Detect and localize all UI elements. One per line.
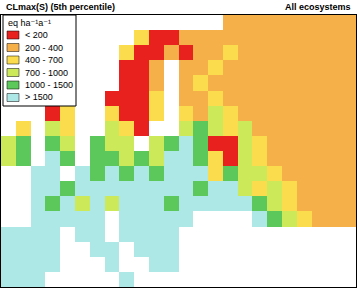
svg-text:CLmax(S) (5th percentile): CLmax(S) (5th percentile) xyxy=(6,2,115,12)
svg-text:700 - 1000: 700 - 1000 xyxy=(25,68,68,78)
svg-text:> 1500: > 1500 xyxy=(25,92,53,102)
svg-text:All ecosystems: All ecosystems xyxy=(285,2,351,12)
svg-text:1000 - 1500: 1000 - 1500 xyxy=(25,80,73,90)
svg-text:400 - 700: 400 - 700 xyxy=(25,55,63,65)
svg-text:< 200: < 200 xyxy=(25,30,48,40)
svg-text:200 - 400: 200 - 400 xyxy=(25,43,63,53)
svg-text:eq ha⁻¹a⁻¹: eq ha⁻¹a⁻¹ xyxy=(8,18,51,28)
